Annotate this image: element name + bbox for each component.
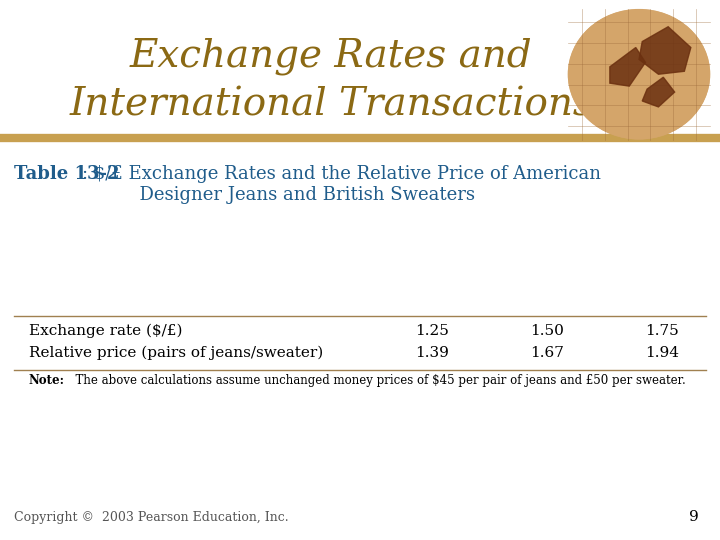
Text: Relative price (pairs of jeans/sweater): Relative price (pairs of jeans/sweater) (29, 346, 323, 360)
Text: 1.94: 1.94 (645, 346, 680, 360)
Text: 1.39: 1.39 (415, 346, 449, 360)
Text: Note:: Note: (29, 374, 65, 387)
Ellipse shape (568, 9, 710, 140)
Polygon shape (639, 26, 691, 74)
Text: Exchange rate ($/£): Exchange rate ($/£) (29, 324, 182, 338)
Text: Table 13-2: Table 13-2 (14, 165, 120, 183)
Text: 9: 9 (688, 510, 698, 524)
Text: 1.50: 1.50 (530, 324, 564, 338)
Text: 1.25: 1.25 (415, 324, 449, 338)
Text: Exchange Rates and: Exchange Rates and (130, 38, 533, 76)
Text: International Transactions: International Transactions (69, 87, 593, 124)
Text: 1.67: 1.67 (530, 346, 564, 360)
Polygon shape (642, 77, 675, 107)
Polygon shape (610, 48, 646, 86)
Text: Copyright ©  2003 Pearson Education, Inc.: Copyright © 2003 Pearson Education, Inc. (14, 511, 289, 524)
Text: : $/£ Exchange Rates and the Relative Price of American
          Designer Jeans: : $/£ Exchange Rates and the Relative Pr… (82, 165, 601, 204)
Text: 1.75: 1.75 (646, 324, 679, 338)
Text: The above calculations assume unchanged money prices of $45 per pair of jeans an: The above calculations assume unchanged … (68, 374, 685, 387)
